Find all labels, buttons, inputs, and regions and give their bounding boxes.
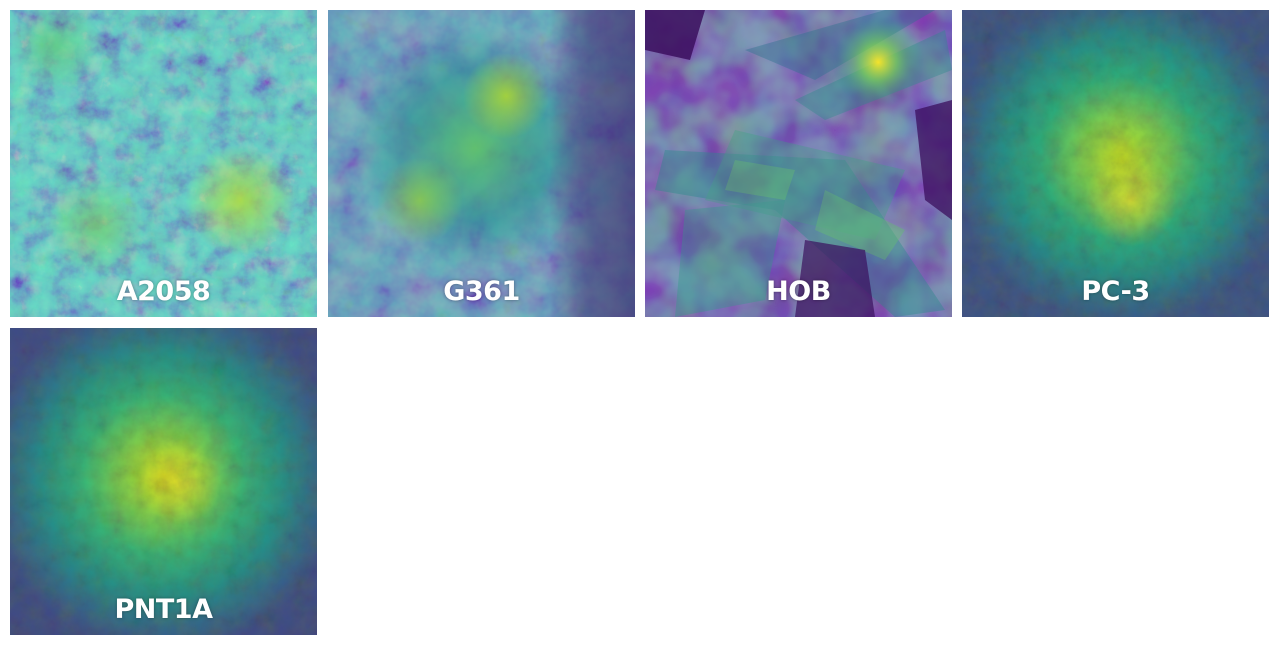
image-panel-pc3: PC-3 (962, 10, 1269, 317)
heatmap-image-hob (645, 10, 952, 317)
image-panel-hob: HOB (645, 10, 952, 317)
panel-label: G361 (443, 276, 520, 307)
heatmap-image-pnt1a (10, 328, 317, 635)
heatmap-image-pc3 (962, 10, 1269, 317)
panel-label: PNT1A (114, 594, 214, 625)
heatmap-image-a2058 (10, 10, 317, 317)
image-panel-g361: G361 (328, 10, 635, 317)
panel-label: HOB (766, 276, 831, 307)
image-panel-pnt1a: PNT1A (10, 328, 317, 635)
image-panel-a2058: A2058 (10, 10, 317, 317)
heatmap-image-g361 (328, 10, 635, 317)
panel-label: PC-3 (1081, 276, 1150, 307)
panel-label: A2058 (116, 276, 211, 307)
